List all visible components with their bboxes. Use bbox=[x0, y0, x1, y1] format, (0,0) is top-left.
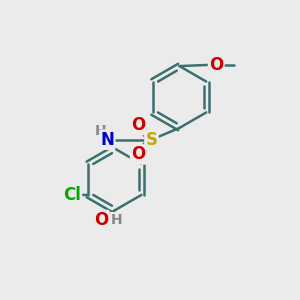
Text: O: O bbox=[94, 211, 108, 229]
Text: O: O bbox=[131, 146, 145, 164]
Text: S: S bbox=[146, 131, 158, 149]
Text: O: O bbox=[131, 116, 145, 134]
Text: H: H bbox=[95, 124, 106, 138]
Text: O: O bbox=[209, 56, 224, 74]
Text: N: N bbox=[100, 131, 114, 149]
Text: H: H bbox=[110, 213, 122, 227]
Text: Cl: Cl bbox=[63, 186, 81, 204]
